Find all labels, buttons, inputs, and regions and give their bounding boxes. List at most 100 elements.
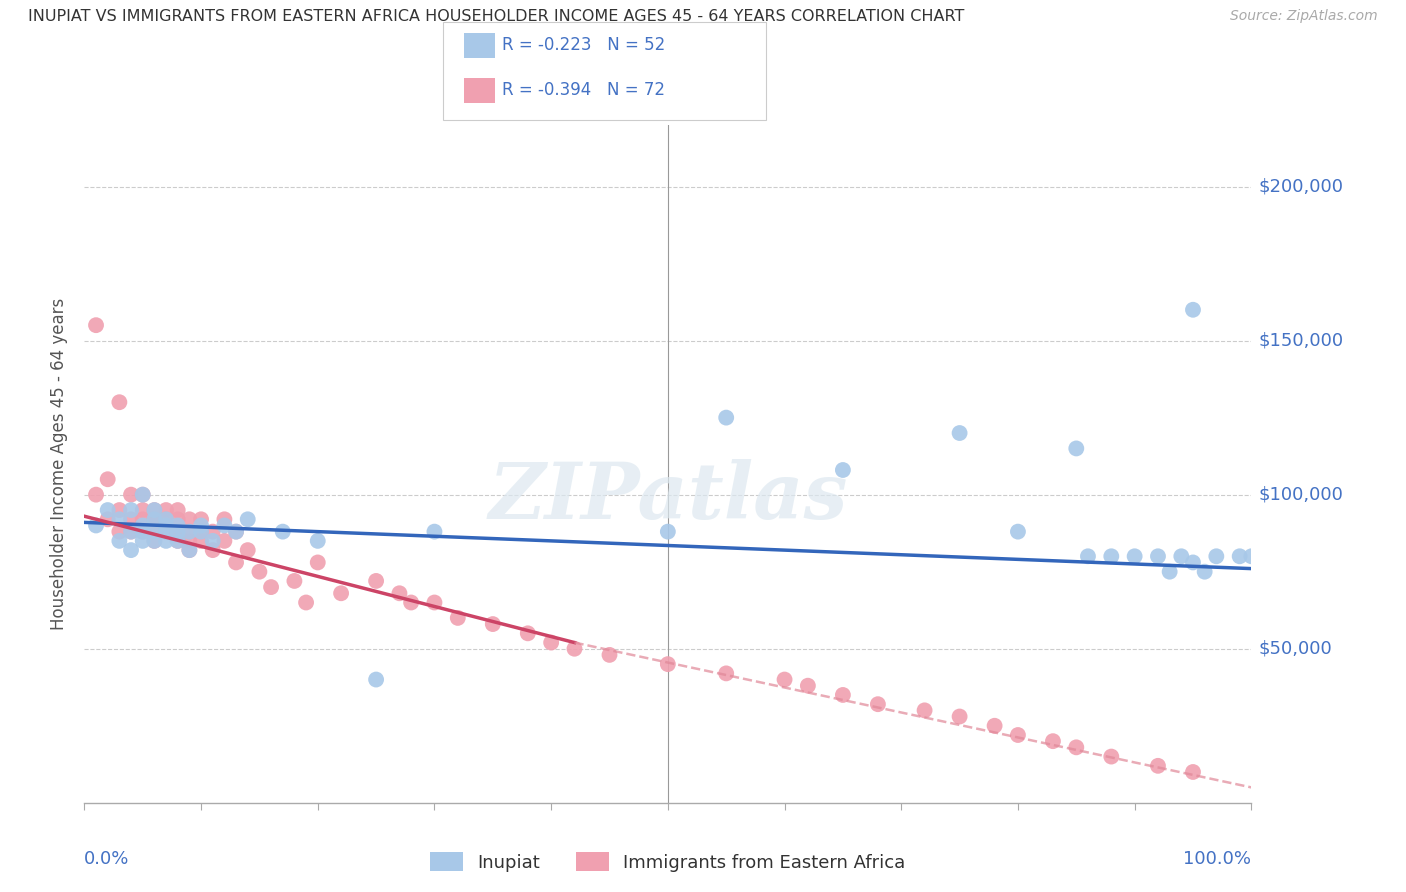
Point	[108, 533, 131, 548]
Point	[132, 503, 155, 517]
Point	[330, 586, 353, 600]
Point	[143, 512, 166, 526]
Point	[1123, 549, 1146, 564]
Point	[120, 503, 142, 517]
Text: ZIPatlas: ZIPatlas	[488, 459, 848, 536]
Point	[155, 524, 177, 539]
Point	[201, 533, 224, 548]
Point	[1170, 549, 1192, 564]
Point	[97, 503, 120, 517]
Point	[132, 518, 155, 533]
Point	[447, 611, 470, 625]
Point	[143, 512, 166, 526]
Point	[155, 512, 177, 526]
Point	[179, 512, 201, 526]
Point	[540, 635, 562, 649]
Point	[132, 512, 155, 526]
Point	[1042, 734, 1064, 748]
Point	[773, 673, 796, 687]
Point	[366, 673, 388, 687]
Point	[983, 719, 1005, 733]
Point	[214, 512, 236, 526]
Point	[1240, 549, 1263, 564]
Point	[423, 595, 446, 609]
Point	[1066, 740, 1088, 755]
Point	[179, 524, 201, 539]
Point	[1147, 549, 1170, 564]
Text: R = -0.394   N = 72: R = -0.394 N = 72	[502, 81, 665, 99]
Point	[143, 503, 166, 517]
Point	[1007, 524, 1029, 539]
Point	[236, 543, 259, 558]
Point	[225, 556, 247, 570]
Point	[84, 318, 107, 333]
Point	[155, 518, 177, 533]
Point	[179, 524, 201, 539]
Point	[179, 543, 201, 558]
Text: $100,000: $100,000	[1258, 485, 1343, 504]
Point	[307, 556, 329, 570]
Point	[179, 543, 201, 558]
Legend: Inupiat, Immigrants from Eastern Africa: Inupiat, Immigrants from Eastern Africa	[430, 853, 905, 871]
Point	[120, 524, 142, 539]
Point	[657, 657, 679, 672]
Point	[143, 503, 166, 517]
Text: INUPIAT VS IMMIGRANTS FROM EASTERN AFRICA HOUSEHOLDER INCOME AGES 45 - 64 YEARS : INUPIAT VS IMMIGRANTS FROM EASTERN AFRIC…	[28, 9, 965, 24]
Point	[132, 488, 155, 502]
Point	[1147, 759, 1170, 773]
Point	[1181, 556, 1204, 570]
Point	[225, 524, 247, 539]
Point	[1194, 565, 1216, 579]
Point	[132, 524, 155, 539]
Text: $50,000: $50,000	[1258, 640, 1331, 657]
Point	[155, 533, 177, 548]
Point	[143, 524, 166, 539]
Point	[143, 512, 166, 526]
Point	[1159, 565, 1181, 579]
Point	[214, 518, 236, 533]
Point	[143, 533, 166, 548]
Point	[949, 425, 972, 440]
Point	[797, 679, 820, 693]
Point	[1181, 302, 1204, 317]
Point	[132, 488, 155, 502]
Point	[190, 512, 212, 526]
Point	[155, 524, 177, 539]
Point	[120, 543, 142, 558]
Point	[832, 688, 855, 702]
Point	[1181, 764, 1204, 779]
Point	[225, 524, 247, 539]
Point	[143, 524, 166, 539]
Point	[108, 503, 131, 517]
Point	[120, 512, 142, 526]
Point	[97, 472, 120, 486]
Point	[166, 533, 188, 548]
Point	[214, 533, 236, 548]
Point	[657, 524, 679, 539]
Point	[366, 574, 388, 588]
Point	[190, 518, 212, 533]
Text: 100.0%: 100.0%	[1184, 850, 1251, 868]
Point	[716, 666, 738, 681]
Point	[190, 524, 212, 539]
Point	[1229, 549, 1251, 564]
Point	[260, 580, 283, 594]
Point	[423, 524, 446, 539]
Point	[108, 395, 131, 409]
Point	[1205, 549, 1227, 564]
Point	[120, 524, 142, 539]
Point	[1007, 728, 1029, 742]
Point	[247, 565, 270, 579]
Point	[1066, 442, 1088, 456]
Point	[1077, 549, 1099, 564]
Point	[166, 503, 188, 517]
Point	[283, 574, 305, 588]
Point	[84, 488, 107, 502]
Point	[271, 524, 294, 539]
Text: Source: ZipAtlas.com: Source: ZipAtlas.com	[1230, 9, 1378, 23]
Point	[388, 586, 411, 600]
Point	[307, 533, 329, 548]
Point	[179, 533, 201, 548]
Point	[132, 533, 155, 548]
Point	[155, 512, 177, 526]
